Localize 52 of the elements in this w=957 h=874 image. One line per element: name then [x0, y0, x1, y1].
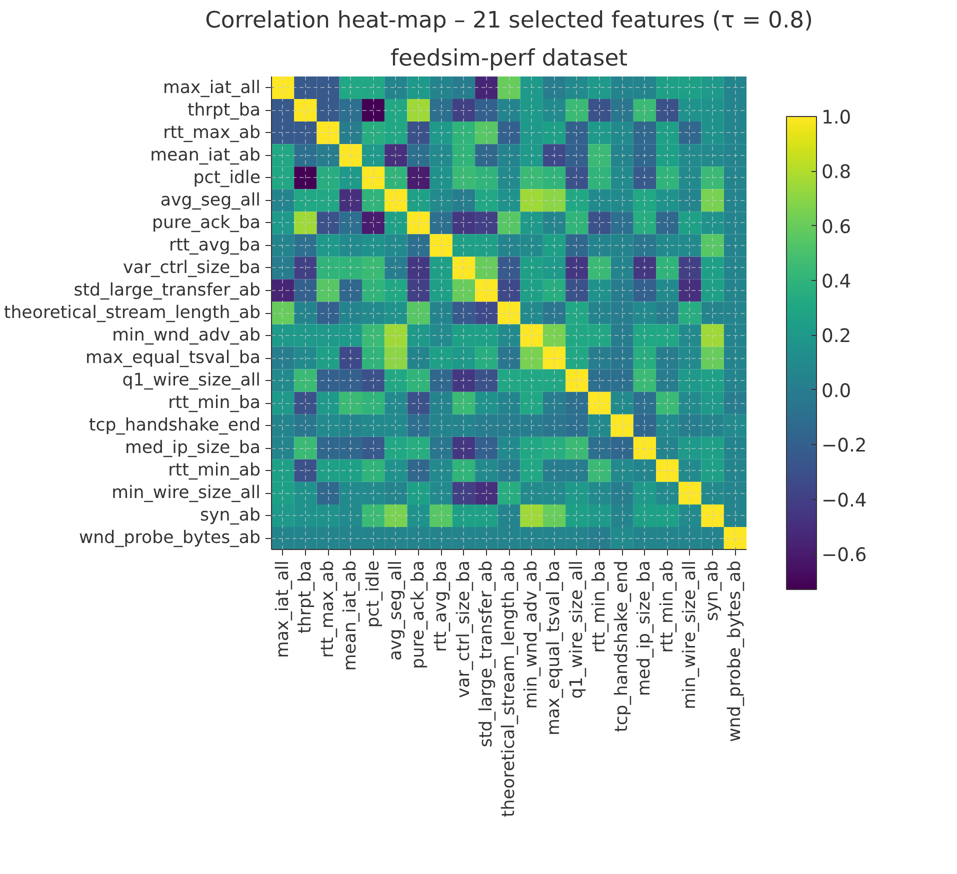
color-bar-label: 0.2 [822, 326, 852, 348]
x-tick-label: rtt_avg_ba [431, 560, 452, 652]
color-bar-label: 1.0 [822, 108, 852, 128]
y-tick-label: wnd_probe_bytes_ab [78, 528, 261, 548]
chart-subtitle: feedsim-perf dataset [390, 46, 628, 72]
y-tick-label: syn_ab [200, 506, 261, 526]
x-tick-label: theoretical_stream_length_ab [499, 560, 519, 818]
y-tick-label: max_equal_tsval_ba [86, 348, 261, 368]
x-tick-label: wnd_probe_bytes_ab [725, 560, 746, 742]
y-tick-label: std_large_transfer_ab [74, 280, 261, 300]
y-tick-label: pure_ack_ba [152, 212, 261, 233]
x-tick-label: max_equal_tsval_ba [544, 560, 564, 736]
y-tick-label: q1_wire_size_all [122, 370, 261, 391]
color-bar-label: 0.0 [822, 380, 852, 402]
color-bar-label: 0.4 [822, 272, 852, 293]
color-bar-label: −0.2 [822, 436, 867, 457]
y-tick-label: avg_seg_all [160, 190, 261, 210]
x-tick-label: mean_iat_ab [340, 560, 361, 671]
y-tick-label: thrpt_ba [188, 100, 261, 120]
x-tick-label: rtt_min_ba [589, 560, 610, 653]
x-tick-label: pct_idle [363, 560, 384, 628]
x-tick-label: pure_ack_ba [408, 560, 429, 670]
x-tick-label: thrpt_ba [295, 560, 316, 634]
y-tick-label: med_ip_size_ba [124, 438, 260, 458]
y-tick-label: min_wnd_adv_ab [112, 326, 261, 346]
color-bar-label: −0.6 [822, 544, 867, 566]
x-tick-label: syn_ab [702, 560, 723, 622]
chart-title: Correlation heat-map – 21 selected features (τ = 0.8) [205, 8, 813, 34]
y-tick-label: rtt_min_ab [168, 460, 261, 481]
y-tick-label: mean_iat_ab [150, 145, 261, 166]
y-tick-label: max_iat_all [162, 78, 261, 98]
x-tick-label: min_wnd_adv_ab [522, 560, 542, 709]
y-tick-label: rtt_min_ba [168, 393, 261, 414]
y-tick-label: rtt_avg_ba [168, 235, 260, 256]
x-tick-label: min_wire_size_all [680, 560, 700, 710]
x-tick-label: rtt_max_ab [318, 560, 338, 658]
y-tick-label: theoretical_stream_length_ab [4, 303, 261, 323]
x-tick-label: tcp_handshake_end [612, 560, 632, 732]
color-bar-label: −0.4 [822, 490, 867, 512]
y-tick-label: tcp_handshake_end [88, 416, 261, 436]
x-tick-label: rtt_min_ab [657, 560, 678, 653]
color-bar-label: 0.6 [822, 216, 852, 238]
color-bar-label: 0.8 [822, 162, 852, 184]
x-tick-label: med_ip_size_ba [634, 560, 655, 696]
y-tick-label: min_wire_size_all [112, 483, 260, 504]
x-tick-label: std_large_transfer_ab [476, 560, 496, 748]
y-tick-label: rtt_max_ab [163, 122, 261, 143]
x-tick-label: avg_seg_all [386, 560, 406, 661]
y-tick-label: pct_idle [193, 168, 261, 188]
x-tick-label: q1_wire_size_all [566, 560, 587, 699]
x-tick-label: var_ctrl_size_ba [454, 560, 474, 698]
y-tick-label: var_ctrl_size_ba [123, 258, 261, 278]
